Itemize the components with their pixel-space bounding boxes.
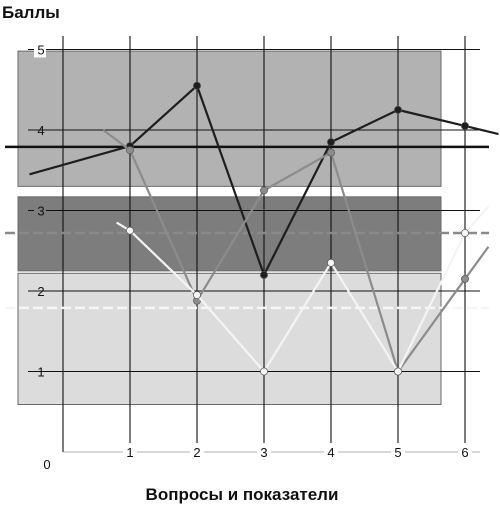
- y-tick-label-1: 1: [37, 365, 44, 380]
- y-tick-label-5: 5: [37, 43, 44, 58]
- x-tick-bg-1: [123, 443, 137, 459]
- x-tick-label-4: 4: [327, 445, 334, 460]
- series-3-point-4: [327, 258, 335, 267]
- y-axis-title: Баллы: [2, 3, 60, 22]
- series-2-point-6: [461, 274, 469, 283]
- x-tick-label-5: 5: [394, 445, 401, 460]
- series-2-point-3: [260, 186, 268, 195]
- y-tick-label-3: 3: [37, 204, 44, 219]
- band-3: [17, 272, 442, 406]
- series-3-point-1: [126, 226, 134, 235]
- series-3-point-5: [394, 367, 402, 376]
- x-tick-bg-3: [257, 443, 271, 459]
- x-tick-label-1: 1: [126, 445, 133, 460]
- series-3-point-3: [260, 367, 268, 376]
- x-tick-bg-2: [190, 443, 204, 459]
- x-tick-label-6: 6: [461, 445, 468, 460]
- x-tick-label-3: 3: [260, 445, 267, 460]
- x-tick-bg-5: [391, 443, 405, 459]
- y-tick-label-2: 2: [37, 284, 44, 299]
- data-series: [29, 81, 499, 376]
- x-tick-bg-4: [324, 443, 338, 459]
- x-tick-bg-6: [458, 443, 472, 459]
- series-1-line: [29, 84, 499, 276]
- series-1-point-2: [193, 81, 201, 90]
- series-3-point-6: [461, 229, 469, 237]
- y-tick-bg-5: [34, 41, 46, 58]
- series-1-point-6: [461, 122, 469, 130]
- origin-label: 0: [43, 457, 50, 472]
- x-axis-title: Вопросы и показатели: [146, 485, 339, 504]
- series-2-point-1: [126, 146, 134, 155]
- y-tick-label-4: 4: [37, 123, 44, 138]
- series-2-line: [102, 129, 490, 373]
- tick-labels: 1 2 3 4 5 1 2 3 4 5 6: [28, 41, 472, 460]
- grid: [48, 36, 480, 453]
- reference-lines: [5, 145, 489, 310]
- series-1-point-5: [394, 105, 402, 114]
- band-1: [17, 50, 442, 187]
- y-tick-bg-3: [34, 202, 46, 219]
- series-3-line: [116, 205, 490, 373]
- series-2-point-4: [327, 148, 335, 157]
- score-bands: [17, 50, 442, 406]
- x-tick-label-2: 2: [193, 445, 200, 460]
- series-1-point-3: [260, 270, 268, 279]
- series-1-point-4: [327, 138, 335, 147]
- series-3-point-2: [193, 291, 201, 299]
